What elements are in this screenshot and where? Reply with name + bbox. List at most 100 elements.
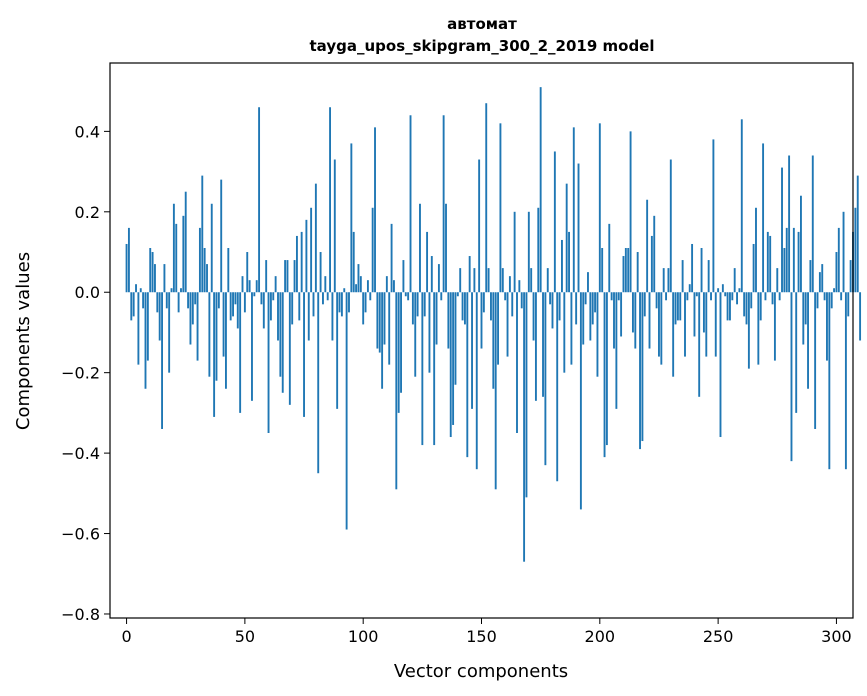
bar-component-151 [482, 292, 485, 313]
bar-component-197 [591, 292, 594, 325]
bar-component-269 [762, 143, 765, 293]
bar-component-79 [312, 292, 315, 317]
bar-component-142 [461, 292, 464, 321]
bar-component-124 [419, 203, 421, 293]
bar-component-6 [139, 288, 142, 293]
bar-component-186 [565, 183, 568, 293]
bar-component-203 [605, 292, 608, 446]
bar-component-267 [757, 292, 760, 365]
bar-component-4 [135, 284, 137, 293]
bar-component-275 [776, 268, 779, 293]
bar-component-33 [203, 248, 206, 293]
bar-component-170 [527, 211, 530, 293]
bar-component-248 [712, 139, 715, 293]
bar-component-251 [719, 292, 722, 438]
bar-component-32 [201, 175, 204, 293]
bar-component-155 [492, 292, 495, 389]
bar-component-296 [826, 292, 828, 361]
bar-component-259 [738, 288, 741, 293]
bar-component-270 [764, 292, 767, 301]
bar-component-15 [161, 292, 163, 429]
bar-component-140 [456, 292, 459, 297]
bar-component-117 [402, 260, 405, 293]
bar-component-202 [603, 292, 606, 458]
bar-component-76 [305, 219, 308, 293]
bar-component-299 [833, 288, 836, 293]
bar-component-302 [840, 292, 843, 301]
bar-component-65 [279, 292, 282, 377]
bar-component-42 [225, 292, 227, 389]
bar-component-54 [253, 292, 256, 297]
bar-component-166 [518, 280, 521, 293]
bar-component-258 [736, 292, 738, 305]
bar-component-16 [163, 264, 166, 293]
bar-component-245 [705, 292, 708, 357]
bar-component-9 [146, 292, 149, 361]
bar-component-293 [818, 272, 821, 293]
bar-component-255 [729, 292, 731, 321]
x-tick-label: 0 [121, 627, 131, 646]
bar-component-132 [437, 264, 440, 293]
bar-component-287 [804, 292, 807, 325]
bar-component-227 [662, 268, 665, 293]
bar-component-246 [707, 260, 710, 293]
bar-component-3 [132, 292, 135, 317]
bar-component-295 [823, 292, 826, 301]
x-tick-label: 200 [585, 627, 616, 646]
bar-component-36 [210, 203, 213, 293]
bar-component-115 [397, 292, 400, 413]
y-axis-label: Components values [13, 252, 34, 430]
bar-component-106 [376, 292, 379, 349]
bar-component-146 [471, 292, 473, 409]
bar-component-265 [752, 243, 755, 293]
bar-component-236 [684, 292, 686, 357]
bar-component-285 [800, 195, 802, 293]
bar-component-272 [769, 235, 772, 293]
bar-component-112 [390, 223, 393, 293]
bar-component-230 [669, 159, 672, 293]
bar-component-137 [449, 292, 452, 438]
bar-component-215 [634, 292, 637, 349]
bar-component-116 [400, 292, 402, 393]
bar-component-194 [584, 292, 587, 305]
bar-component-25 [184, 191, 187, 293]
bar-component-92 [343, 288, 346, 293]
bar-component-59 [265, 260, 268, 293]
bar-component-244 [702, 292, 705, 333]
bar-component-66 [281, 292, 284, 393]
bar-series [125, 87, 862, 562]
bar-component-239 [691, 243, 694, 293]
bar-component-284 [797, 231, 800, 293]
bar-component-77 [307, 292, 310, 341]
bar-component-103 [369, 292, 372, 301]
bar-component-26 [187, 292, 190, 309]
bar-component-184 [561, 239, 563, 293]
bar-component-67 [284, 260, 287, 293]
bar-component-35 [208, 292, 211, 377]
bar-component-120 [409, 115, 412, 293]
bar-component-147 [473, 268, 476, 293]
bar-component-196 [589, 292, 592, 341]
bar-component-128 [428, 292, 431, 373]
bar-component-60 [267, 292, 270, 433]
bar-component-231 [672, 292, 675, 377]
bar-component-123 [416, 292, 419, 317]
x-axis-label: Vector components [394, 661, 568, 682]
bar-component-198 [594, 292, 597, 313]
bar-component-190 [575, 292, 578, 325]
bar-component-229 [667, 268, 670, 293]
bar-component-249 [714, 292, 717, 357]
bar-component-86 [329, 107, 331, 293]
bar-component-238 [688, 284, 691, 293]
bar-component-309 [856, 175, 859, 293]
bar-component-149 [478, 159, 481, 293]
bar-component-225 [658, 292, 660, 357]
bar-component-161 [506, 292, 509, 357]
bar-component-101 [364, 292, 367, 313]
bar-component-168 [523, 292, 526, 562]
bar-component-264 [750, 292, 753, 309]
bar-component-21 [175, 223, 178, 293]
bar-component-214 [631, 292, 634, 333]
bar-component-84 [324, 276, 327, 293]
bar-component-53 [251, 292, 253, 401]
